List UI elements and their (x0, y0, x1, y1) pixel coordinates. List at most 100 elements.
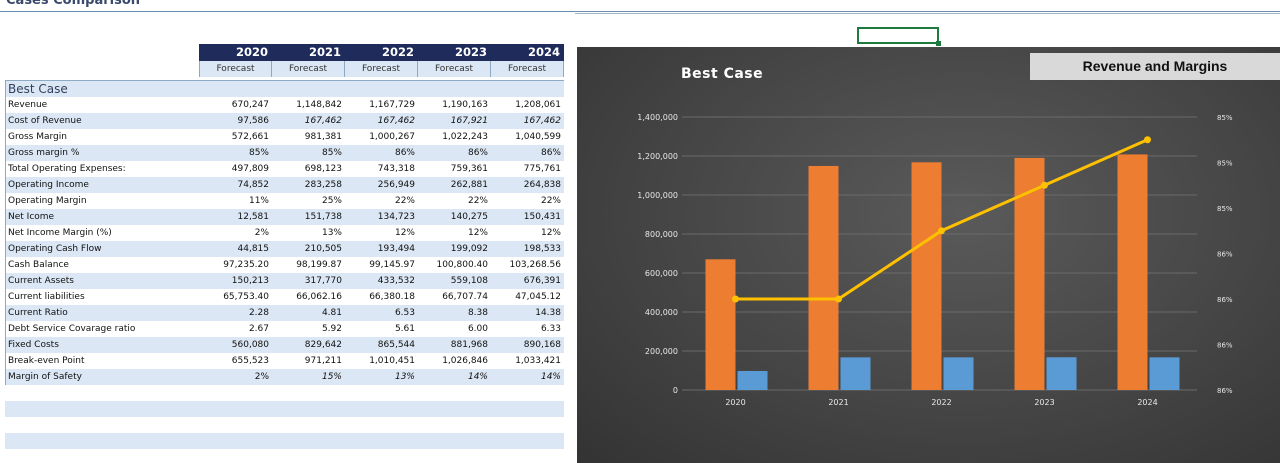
row-value[interactable]: 74,852 (237, 180, 270, 190)
row-value[interactable]: 4.81 (321, 308, 342, 318)
empty-row[interactable] (5, 433, 564, 449)
row-value[interactable]: 66,062.16 (296, 292, 342, 302)
row-value[interactable]: 1,022,243 (442, 132, 488, 142)
row-label[interactable]: Current liabilities (5, 289, 199, 305)
row-value[interactable]: 98,199.87 (296, 260, 342, 270)
row-value[interactable]: 14% (467, 372, 488, 382)
row-label[interactable]: Operating Cash Flow (5, 241, 199, 257)
row-value[interactable]: 2.67 (248, 324, 269, 334)
row-label[interactable]: Revenue (5, 97, 199, 113)
row-value[interactable]: 12% (467, 228, 488, 238)
row-value[interactable]: 198,533 (523, 244, 561, 254)
row-value[interactable]: 193,494 (377, 244, 415, 254)
row-value[interactable]: 743,318 (377, 164, 415, 174)
row-value[interactable]: 262,881 (450, 180, 488, 190)
row-value[interactable]: 264,838 (523, 180, 561, 190)
row-label[interactable]: Gross margin % (5, 145, 199, 161)
row-value[interactable]: 13% (394, 372, 415, 382)
row-value[interactable]: 865,544 (377, 340, 415, 350)
row-value[interactable]: 47,045.12 (515, 292, 561, 302)
row-value[interactable]: 560,080 (231, 340, 269, 350)
row-value[interactable]: 698,123 (304, 164, 342, 174)
row-value[interactable]: 14% (540, 372, 561, 382)
row-value[interactable]: 12% (540, 228, 561, 238)
row-value[interactable]: 66,707.74 (442, 292, 488, 302)
row-value[interactable]: 15% (321, 372, 342, 382)
row-label[interactable]: Debt Service Covarage ratio (5, 321, 199, 337)
row-value[interactable]: 890,168 (523, 340, 561, 350)
row-value[interactable]: 1,190,163 (442, 100, 488, 110)
row-value[interactable]: 829,642 (304, 340, 342, 350)
row-value[interactable]: 86% (540, 148, 561, 158)
row-value[interactable]: 256,949 (377, 180, 415, 190)
row-value[interactable]: 11% (248, 196, 269, 206)
row-value[interactable]: 167,462 (304, 116, 342, 126)
fill-handle[interactable] (936, 41, 941, 46)
row-value[interactable]: 65,753.40 (223, 292, 269, 302)
row-value[interactable]: 6.33 (540, 324, 561, 334)
row-value[interactable]: 86% (467, 148, 488, 158)
row-value[interactable]: 97,235.20 (223, 260, 269, 270)
row-value[interactable]: 25% (321, 196, 342, 206)
row-value[interactable]: 150,213 (231, 276, 269, 286)
row-value[interactable]: 6.53 (394, 308, 415, 318)
row-value[interactable]: 881,968 (450, 340, 488, 350)
empty-row[interactable] (5, 401, 564, 417)
row-label[interactable]: Break-even Point (5, 353, 199, 369)
row-value[interactable]: 572,661 (231, 132, 269, 142)
row-value[interactable]: 12,581 (237, 212, 270, 222)
row-value[interactable]: 5.61 (394, 324, 415, 334)
row-value[interactable]: 5.92 (321, 324, 342, 334)
row-label[interactable]: Cash Balance (5, 257, 199, 273)
row-value[interactable]: 150,431 (523, 212, 561, 222)
row-label[interactable]: Fixed Costs (5, 337, 199, 353)
row-value[interactable]: 676,391 (523, 276, 561, 286)
row-value[interactable]: 655,523 (231, 356, 269, 366)
row-value[interactable]: 85% (321, 148, 342, 158)
row-value[interactable]: 199,092 (450, 244, 488, 254)
row-value[interactable]: 44,815 (237, 244, 270, 254)
row-value[interactable]: 775,761 (523, 164, 561, 174)
row-value[interactable]: 2% (254, 372, 269, 382)
row-value[interactable]: 6.00 (467, 324, 488, 334)
row-value[interactable]: 317,770 (304, 276, 342, 286)
row-value[interactable]: 22% (394, 196, 415, 206)
row-label[interactable]: Gross Margin (5, 129, 199, 145)
row-label[interactable]: Current Assets (5, 273, 199, 289)
row-value[interactable]: 1,167,729 (369, 100, 415, 110)
row-value[interactable]: 14.38 (535, 308, 561, 318)
row-value[interactable]: 22% (540, 196, 561, 206)
row-value[interactable]: 1,208,061 (515, 100, 561, 110)
row-value[interactable]: 97,586 (237, 116, 270, 126)
row-label[interactable]: Net Icome (5, 209, 199, 225)
row-label[interactable]: Cost of Revenue (5, 113, 199, 129)
row-value[interactable]: 85% (248, 148, 269, 158)
row-value[interactable]: 1,040,599 (515, 132, 561, 142)
row-value[interactable]: 1,148,842 (296, 100, 342, 110)
row-value[interactable]: 103,268.56 (509, 260, 561, 270)
row-value[interactable]: 140,275 (450, 212, 488, 222)
row-value[interactable]: 2% (254, 228, 269, 238)
row-value[interactable]: 1,026,846 (442, 356, 488, 366)
selected-cell[interactable] (857, 27, 939, 44)
row-value[interactable]: 100,800.40 (436, 260, 488, 270)
row-value[interactable]: 134,723 (377, 212, 415, 222)
row-label[interactable]: Margin of Safety (5, 369, 199, 385)
row-value[interactable]: 13% (321, 228, 342, 238)
row-value[interactable]: 1,033,421 (515, 356, 561, 366)
row-value[interactable]: 981,381 (304, 132, 342, 142)
row-value[interactable]: 1,000,267 (369, 132, 415, 142)
row-value[interactable]: 167,921 (450, 116, 488, 126)
row-value[interactable]: 99,145.97 (369, 260, 415, 270)
row-label[interactable]: Operating Income (5, 177, 199, 193)
row-value[interactable]: 1,010,451 (369, 356, 415, 366)
row-value[interactable]: 86% (394, 148, 415, 158)
row-label[interactable]: Current Ratio (5, 305, 199, 321)
row-value[interactable]: 759,361 (450, 164, 488, 174)
row-value[interactable]: 66,380.18 (369, 292, 415, 302)
row-value[interactable]: 2.28 (248, 308, 269, 318)
row-value[interactable]: 167,462 (377, 116, 415, 126)
row-label[interactable]: Net Income Margin (%) (5, 225, 199, 241)
revenue-margins-chart[interactable]: 0 200,000 400,000 600,000 800,000 1,000,000 1,… (577, 47, 1280, 463)
row-value[interactable]: 167,462 (523, 116, 561, 126)
